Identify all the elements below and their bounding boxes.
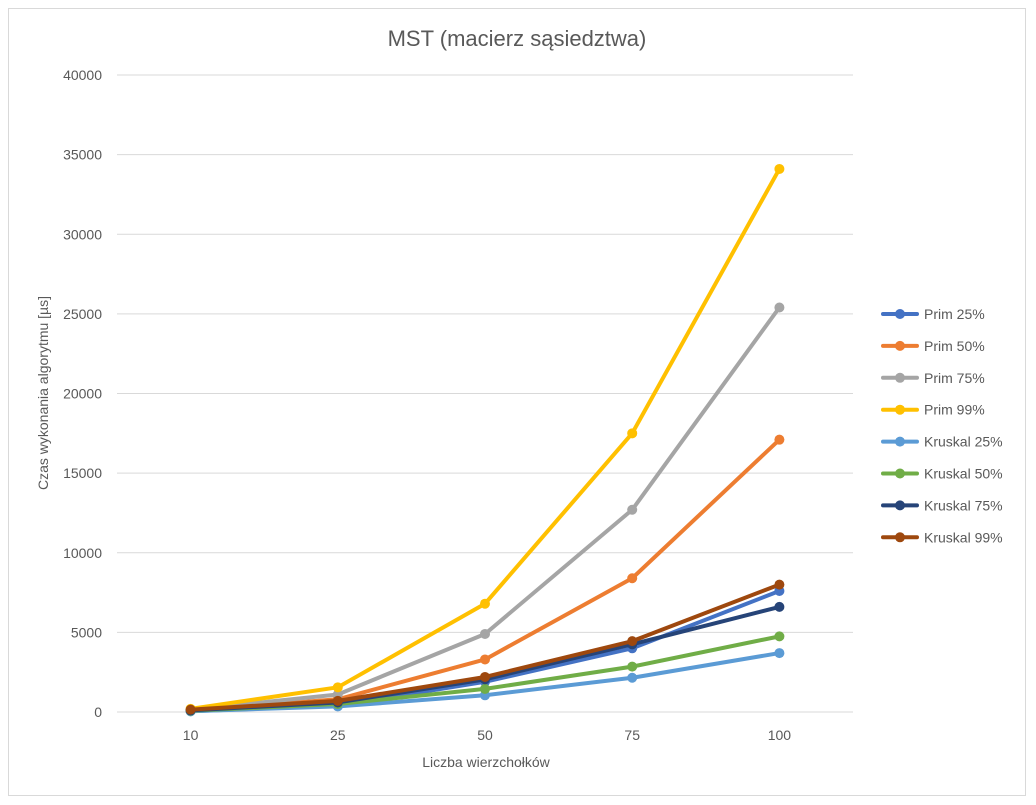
legend-marker bbox=[895, 532, 905, 543]
data-point bbox=[627, 672, 638, 683]
chart-title: MST (macierz sąsiedztwa) bbox=[388, 26, 647, 51]
legend-label: Prim 75% bbox=[924, 370, 985, 386]
legend-label: Prim 50% bbox=[924, 338, 985, 354]
legend-item: Kruskal 25% bbox=[881, 434, 1003, 450]
data-point bbox=[774, 579, 785, 590]
series-lines bbox=[185, 163, 785, 717]
data-point bbox=[480, 683, 490, 694]
data-point bbox=[185, 704, 196, 715]
legend-marker bbox=[895, 309, 905, 319]
series-line bbox=[188, 305, 782, 712]
data-point bbox=[774, 302, 785, 313]
legend-label: Prim 99% bbox=[924, 402, 985, 418]
legend-marker bbox=[895, 500, 905, 511]
legend-item: Kruskal 99% bbox=[881, 529, 1003, 545]
legend-item: Prim 75% bbox=[881, 370, 985, 386]
legend-item: Prim 50% bbox=[881, 338, 985, 354]
x-tick-label: 50 bbox=[477, 727, 493, 743]
data-point bbox=[627, 428, 638, 439]
legend-label: Kruskal 99% bbox=[924, 529, 1003, 545]
y-tick-label: 35000 bbox=[63, 147, 102, 163]
legend: Prim 25% Prim 50% Prim 75% Prim 99% Kruskal … bbox=[881, 306, 1003, 545]
x-tick-label: 10 bbox=[183, 727, 199, 743]
data-point bbox=[480, 628, 490, 639]
data-point bbox=[627, 573, 638, 584]
data-point bbox=[332, 682, 343, 693]
data-point bbox=[480, 598, 490, 609]
x-tick-label: 100 bbox=[768, 727, 792, 743]
y-tick-label: 15000 bbox=[63, 465, 102, 481]
x-axis-ticks: 10 25 50 75 100 bbox=[183, 727, 791, 743]
y-tick-label: 30000 bbox=[63, 226, 102, 242]
legend-marker bbox=[895, 468, 905, 479]
legend-item: Prim 25% bbox=[881, 306, 985, 322]
legend-item: Kruskal 75% bbox=[881, 497, 1003, 513]
data-point bbox=[480, 671, 490, 682]
y-tick-label: 10000 bbox=[63, 545, 102, 561]
data-point bbox=[774, 601, 785, 612]
data-point bbox=[774, 434, 785, 445]
data-point bbox=[627, 636, 638, 647]
y-tick-label: 0 bbox=[94, 704, 102, 720]
y-tick-label: 40000 bbox=[63, 67, 102, 83]
legend-item: Prim 99% bbox=[881, 402, 985, 418]
x-tick-label: 25 bbox=[330, 727, 346, 743]
x-tick-label: 75 bbox=[624, 727, 640, 743]
y-tick-label: 20000 bbox=[63, 386, 102, 402]
legend-marker bbox=[895, 372, 905, 383]
legend-label: Kruskal 75% bbox=[924, 497, 1003, 513]
data-point bbox=[627, 504, 638, 515]
gridlines bbox=[117, 74, 853, 713]
data-point bbox=[774, 648, 785, 659]
y-axis-ticks: 0 5000 10000 15000 20000 25000 30000 35000 40000 bbox=[63, 67, 102, 720]
y-tick-label: 5000 bbox=[71, 624, 102, 640]
chart-frame bbox=[8, 8, 1026, 796]
data-point bbox=[480, 654, 490, 665]
y-axis-label: Czas wykonania algorytmu [µs] bbox=[35, 296, 51, 490]
data-point bbox=[774, 631, 785, 642]
legend-label: Kruskal 50% bbox=[924, 466, 1003, 482]
legend-marker bbox=[895, 404, 905, 415]
legend-item: Kruskal 50% bbox=[881, 466, 1003, 482]
legend-marker bbox=[895, 340, 905, 351]
data-point bbox=[627, 661, 638, 672]
x-axis-label: Liczba wierzchołków bbox=[422, 754, 550, 770]
legend-label: Kruskal 25% bbox=[924, 434, 1003, 450]
legend-label: Prim 25% bbox=[924, 306, 985, 322]
data-point bbox=[332, 695, 343, 706]
y-tick-label: 25000 bbox=[63, 306, 102, 322]
data-point bbox=[774, 163, 785, 174]
series-prim-99 bbox=[185, 163, 785, 714]
series-kruskal-99 bbox=[185, 579, 785, 715]
legend-marker bbox=[895, 436, 905, 447]
